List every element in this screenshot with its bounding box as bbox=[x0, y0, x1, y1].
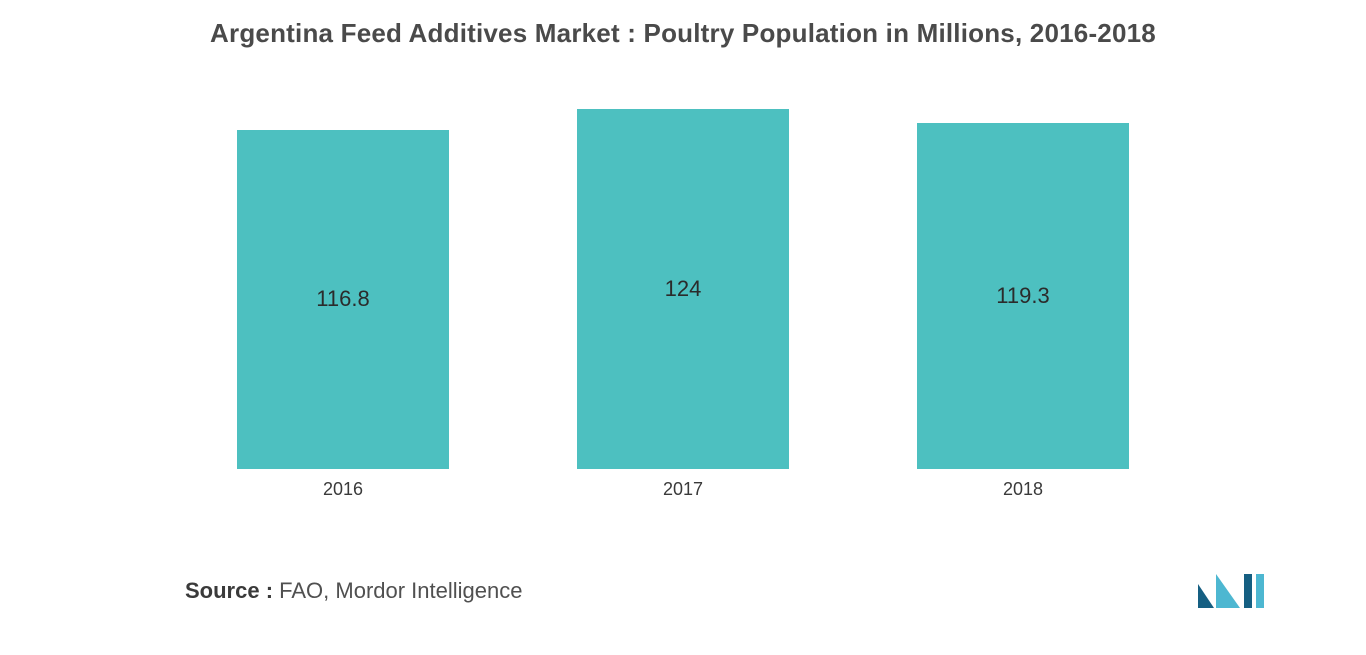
bar-2017: 124 bbox=[577, 109, 789, 469]
brand-logo bbox=[1196, 572, 1266, 610]
logo-icon bbox=[1196, 572, 1266, 610]
footer: Source : FAO, Mordor Intelligence bbox=[185, 572, 1266, 610]
bar-value: 119.3 bbox=[996, 283, 1049, 309]
bar-group: 116.8 bbox=[173, 130, 513, 469]
source-label: Source : bbox=[185, 578, 279, 603]
bar-group: 119.3 bbox=[853, 123, 1193, 469]
bar-2018: 119.3 bbox=[917, 123, 1129, 469]
x-label: 2017 bbox=[513, 479, 853, 500]
bar-value: 116.8 bbox=[316, 286, 369, 312]
source-line: Source : FAO, Mordor Intelligence bbox=[185, 578, 522, 604]
x-label: 2016 bbox=[173, 479, 513, 500]
bar-value: 124 bbox=[665, 276, 702, 302]
chart-area: 116.8 124 119.3 2016 2017 2018 bbox=[133, 79, 1233, 499]
bar-2016: 116.8 bbox=[237, 130, 449, 469]
chart-title: Argentina Feed Additives Market : Poultr… bbox=[0, 0, 1366, 59]
x-axis-labels: 2016 2017 2018 bbox=[133, 479, 1233, 500]
x-label: 2018 bbox=[853, 479, 1193, 500]
source-text: FAO, Mordor Intelligence bbox=[279, 578, 522, 603]
bar-group: 124 bbox=[513, 109, 853, 469]
bars-container: 116.8 124 119.3 bbox=[133, 79, 1233, 469]
